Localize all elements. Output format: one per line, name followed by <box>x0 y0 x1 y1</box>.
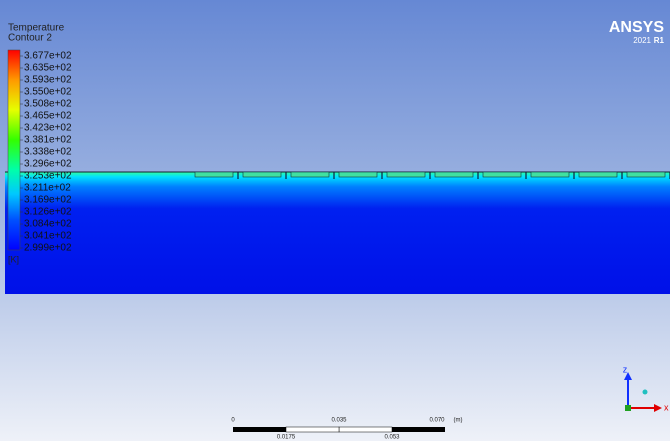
legend-level: 3.508e+02 <box>24 99 72 110</box>
surface-block <box>387 172 425 177</box>
legend-level: 3.593e+02 <box>24 75 72 86</box>
legend-levels: 3.677e+023.635e+023.593e+023.550e+023.50… <box>20 51 72 254</box>
legend-level: 3.338e+02 <box>24 147 72 158</box>
scale-label: 0.070 <box>429 418 445 424</box>
legend-level: 3.381e+02 <box>24 135 72 146</box>
scale-segment <box>339 427 392 432</box>
surface-block <box>435 172 473 177</box>
scale-label: 0.035 <box>331 418 347 424</box>
scale-bar <box>233 427 445 432</box>
origin <box>625 405 631 411</box>
colorbar <box>8 50 20 250</box>
surface-block <box>531 172 569 177</box>
brand-name: ANSYS <box>609 19 664 36</box>
scale-label: 0.053 <box>384 435 400 441</box>
scale-label: 0.0175 <box>277 435 296 441</box>
legend-level: 3.084e+02 <box>24 219 72 230</box>
legend-level: 3.465e+02 <box>24 111 72 122</box>
surface-block <box>195 172 233 177</box>
scale-segment <box>392 427 445 432</box>
axis-label: x <box>664 402 669 412</box>
legend-level: 3.041e+02 <box>24 231 72 242</box>
surface-block <box>243 172 281 177</box>
legend-level: 3.211e+02 <box>24 183 71 194</box>
legend-level: 2.999e+02 <box>24 243 72 254</box>
contour-domain <box>5 172 670 294</box>
brand-year: 2021 <box>633 36 651 45</box>
viewer: Temperature Contour 2 3.677e+023.635e+02… <box>0 0 670 441</box>
legend-level: 3.635e+02 <box>24 63 72 74</box>
scale-segment <box>286 427 339 432</box>
legend-unit: [K] <box>8 254 19 264</box>
surface-block <box>339 172 377 177</box>
surface-block <box>483 172 521 177</box>
legend-level: 3.253e+02 <box>24 171 72 182</box>
legend-level: 3.296e+02 <box>24 159 72 170</box>
surface-block <box>627 172 665 177</box>
brand-release: R1 <box>654 36 665 45</box>
legend-level: 3.550e+02 <box>24 87 72 98</box>
legend-subtitle: Contour 2 <box>8 33 52 44</box>
legend-level: 3.169e+02 <box>24 195 72 206</box>
axis-label: z <box>623 364 628 374</box>
surface-block <box>291 172 329 177</box>
scale-unit: (m) <box>454 418 463 424</box>
surface-block <box>579 172 617 177</box>
legend-level: 3.423e+02 <box>24 123 72 134</box>
y-axis-dot <box>643 390 648 395</box>
legend-level: 3.677e+02 <box>24 51 72 62</box>
legend-level: 3.126e+02 <box>24 207 72 218</box>
